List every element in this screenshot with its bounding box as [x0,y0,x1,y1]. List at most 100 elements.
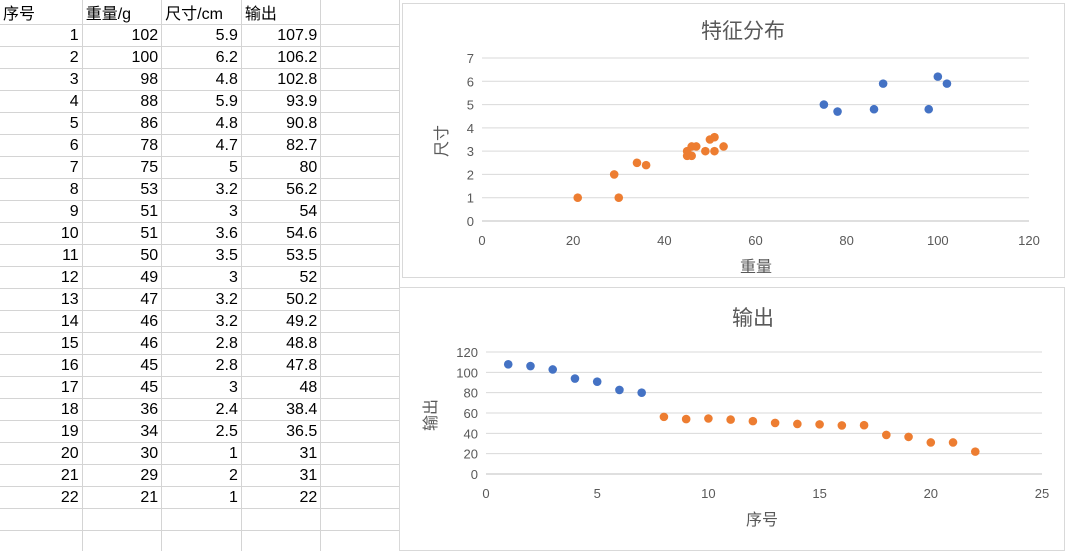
table-cell[interactable]: 36.5 [240,420,322,443]
blue-data-point[interactable] [833,107,842,116]
orange-data-point[interactable] [573,193,583,203]
table-cell[interactable]: 19 [0,420,83,443]
orange-data-point[interactable] [904,432,913,442]
blue-data-point[interactable] [615,385,624,395]
table-cell[interactable]: 1 [161,442,242,465]
table-cell[interactable]: 3 [161,376,242,399]
blue-data-point[interactable] [503,360,513,369]
blue-data-point[interactable] [819,100,829,109]
table-cell[interactable]: 10 [0,222,83,245]
table-cell[interactable]: 2.4 [161,398,242,421]
table-cell[interactable]: 5.9 [161,24,242,47]
table-cell[interactable]: 3 [161,200,242,223]
table-cell[interactable]: 106.2 [240,46,322,69]
orange-data-point[interactable] [837,421,847,430]
table-cell[interactable]: 29 [81,464,163,487]
table-cell[interactable] [320,68,400,91]
table-cell[interactable]: 47 [81,288,163,311]
orange-data-point[interactable] [659,412,669,422]
orange-data-point[interactable] [726,415,735,424]
table-cell[interactable] [320,0,400,25]
table-cell[interactable] [320,354,400,377]
table-cell[interactable] [320,178,400,201]
table-cell[interactable]: 52 [240,266,322,289]
table-cell[interactable] [240,508,322,531]
table-cell[interactable]: 34 [81,420,163,443]
table-cell[interactable]: 3.2 [161,310,242,333]
table-cell[interactable] [320,112,400,135]
table-cell[interactable]: 2.8 [161,332,242,355]
table-cell[interactable]: 3.5 [161,244,242,267]
table-cell[interactable]: 45 [81,354,163,377]
blue-data-point[interactable] [548,365,558,374]
table-cell[interactable]: 11 [0,244,83,267]
table-cell[interactable] [161,530,242,551]
table-cell[interactable]: 2 [0,46,83,69]
table-cell[interactable]: 31 [240,442,322,465]
blue-data-point[interactable] [570,374,580,383]
blue-data-point[interactable] [942,79,952,88]
table-cell[interactable]: 18 [0,398,83,421]
table-cell[interactable]: 3.2 [161,288,242,311]
table-cell[interactable] [320,376,400,399]
table-cell[interactable] [0,530,83,551]
table-cell[interactable] [320,200,400,223]
spreadsheet-grid[interactable]: 序号 重量/g 尺寸/cm 输出 1 102 5.9 107.9 2 100 6.2 106.2 3 98… [0,0,400,551]
table-cell[interactable]: 4.8 [161,68,242,91]
table-cell[interactable] [320,420,400,443]
table-cell[interactable]: 1 [161,486,242,509]
column-header[interactable]: 重量/g [81,0,163,25]
orange-data-point[interactable] [701,146,710,156]
orange-data-point[interactable] [609,170,619,179]
table-cell[interactable]: 15 [0,332,83,355]
orange-data-point[interactable] [815,420,824,429]
blue-data-point[interactable] [869,104,879,114]
table-cell[interactable] [240,530,322,551]
table-cell[interactable]: 93.9 [240,90,322,113]
table-cell[interactable] [320,266,400,289]
table-cell[interactable]: 86 [81,112,163,135]
table-cell[interactable]: 50 [81,244,163,267]
blue-data-point[interactable] [924,104,934,114]
table-cell[interactable] [320,156,400,179]
orange-data-point[interactable] [748,416,758,426]
orange-data-point[interactable] [770,418,780,428]
table-cell[interactable]: 8 [0,178,83,201]
table-cell[interactable]: 100 [81,46,163,69]
table-cell[interactable]: 75 [81,156,163,179]
table-cell[interactable]: 3 [0,68,83,91]
table-cell[interactable]: 53.5 [240,244,322,267]
table-cell[interactable]: 22 [0,486,83,509]
table-cell[interactable]: 22 [240,486,322,509]
table-cell[interactable] [320,398,400,421]
table-cell[interactable]: 13 [0,288,83,311]
table-cell[interactable]: 48.8 [240,332,322,355]
table-cell[interactable]: 45 [81,376,163,399]
orange-data-point[interactable] [710,146,719,156]
table-cell[interactable]: 12 [0,266,83,289]
table-cell[interactable]: 4.8 [161,112,242,135]
table-cell[interactable]: 30 [81,442,163,465]
orange-data-point[interactable] [705,135,715,144]
table-cell[interactable] [320,244,400,267]
orange-data-point[interactable] [681,414,691,424]
table-cell[interactable]: 98 [81,68,163,91]
table-cell[interactable]: 107.9 [240,24,322,47]
table-cell[interactable]: 78 [81,134,163,157]
column-header[interactable]: 序号 [0,0,83,25]
blue-data-point[interactable] [933,72,943,81]
table-cell[interactable]: 16 [0,354,83,377]
orange-data-point[interactable] [948,438,958,447]
table-cell[interactable]: 7 [0,156,83,179]
orange-data-point[interactable] [632,158,642,168]
table-cell[interactable] [320,464,400,487]
table-cell[interactable] [320,222,400,245]
table-cell[interactable] [81,530,163,551]
table-cell[interactable]: 5.9 [161,90,242,113]
table-cell[interactable]: 54 [240,200,322,223]
table-cell[interactable]: 4 [0,90,83,113]
table-cell[interactable] [0,508,83,531]
table-cell[interactable]: 9 [0,200,83,223]
orange-data-point[interactable] [882,430,891,440]
orange-data-point[interactable] [704,414,713,423]
